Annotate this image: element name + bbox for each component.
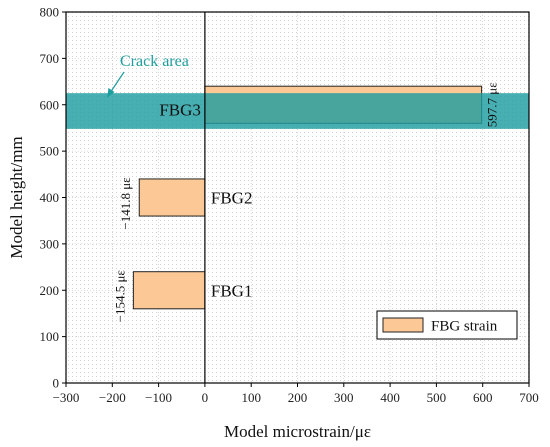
crack-arrow-head — [107, 88, 115, 98]
y-tick-label: 0 — [53, 376, 60, 391]
y-tick-label: 500 — [40, 144, 60, 159]
fbg2-name-label: FBG2 — [211, 189, 253, 208]
y-axis-title: Model height/mm — [7, 136, 26, 258]
fbg1-name-label: FBG1 — [211, 281, 253, 300]
x-tick-label: −300 — [53, 390, 80, 405]
y-tick-label: 400 — [40, 190, 60, 205]
y-tick-label: 100 — [40, 329, 60, 344]
crack-arrow-line — [109, 71, 125, 94]
legend-label: FBG strain — [431, 319, 498, 335]
x-tick-label: 100 — [241, 390, 261, 405]
fbg3-name-label: FBG3 — [159, 100, 201, 119]
legend-swatch — [382, 317, 424, 333]
x-tick-label: 600 — [473, 390, 493, 405]
x-tick-label: 0 — [202, 390, 209, 405]
x-tick-label: 700 — [519, 390, 539, 405]
x-axis-title: Model microstrain/με — [224, 422, 371, 441]
x-tick-label: −100 — [145, 390, 172, 405]
crack-area-band — [66, 93, 529, 129]
fbg2-value-label: −141.8 με — [118, 177, 133, 230]
crack-area-label: Crack area — [120, 53, 189, 70]
y-tick-label: 600 — [40, 97, 60, 112]
y-tick-label: 200 — [40, 283, 60, 298]
x-tick-label: 200 — [288, 390, 308, 405]
y-tick-label: 700 — [40, 51, 60, 66]
bar-fbg1 — [132, 271, 206, 310]
x-tick-label: 300 — [334, 390, 354, 405]
x-tick-label: 500 — [427, 390, 447, 405]
bar-fbg2 — [138, 178, 206, 217]
y-tick-label: 800 — [40, 5, 60, 20]
y-tick-label: 300 — [40, 236, 60, 251]
fbg1-value-label: −154.5 με — [112, 270, 127, 323]
x-tick-label: −200 — [99, 390, 126, 405]
x-tick-label: 400 — [380, 390, 400, 405]
fbg3-value-label: 597.7 με — [485, 82, 500, 127]
